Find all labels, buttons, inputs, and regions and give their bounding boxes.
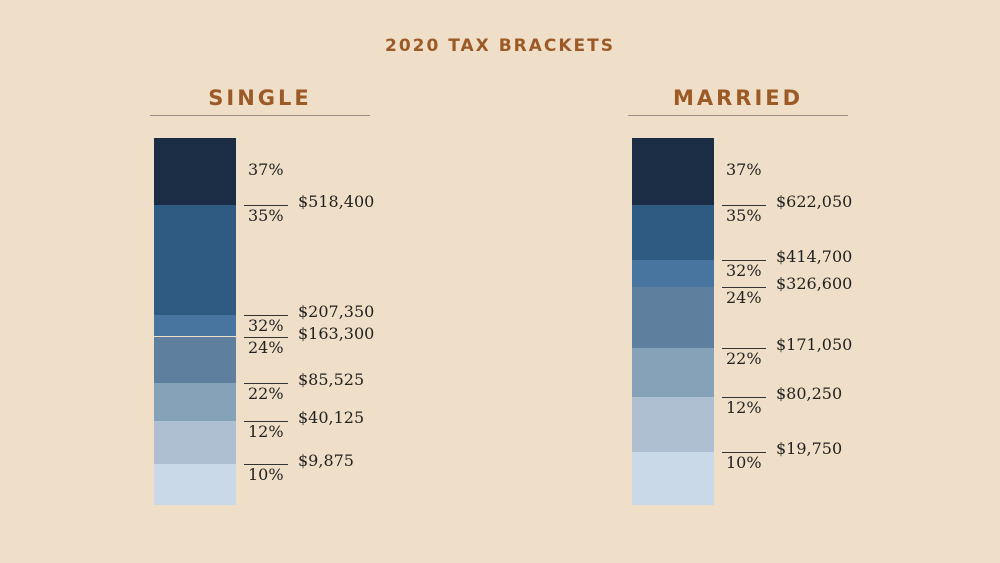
bar-segment [154, 463, 236, 505]
bar-segment [632, 204, 714, 260]
bar-segment [154, 315, 236, 337]
threshold-tick [244, 383, 288, 385]
panel-married: MARRIED 10% $19,750 12% $80,250 22% $171,050 2… [628, 0, 868, 563]
bar-segment [632, 138, 714, 205]
threshold-label: $85,525 [298, 370, 365, 390]
threshold-tick [244, 463, 288, 465]
panel-title-single: SINGLE [208, 86, 312, 110]
threshold-tick [722, 347, 766, 349]
bar-segment [154, 383, 236, 422]
rate-label: 22% [726, 348, 762, 368]
threshold-label: $40,125 [298, 408, 365, 428]
threshold-label: $326,600 [776, 274, 853, 294]
rate-label: 24% [248, 337, 284, 357]
bar-segment [154, 421, 236, 464]
rate-label: 10% [726, 452, 762, 472]
bar-segment [632, 451, 714, 505]
panel-single: SINGLE 10% $9,875 12% $40,125 22% $85,525 24% $… [150, 0, 390, 563]
rate-label: 12% [248, 422, 284, 442]
rate-label: 12% [726, 398, 762, 418]
chart-title: 2020 TAX BRACKETS [385, 36, 615, 56]
threshold-tick [244, 315, 288, 317]
threshold-tick [722, 287, 766, 289]
bar-segment [632, 397, 714, 452]
threshold-label: $207,350 [298, 302, 375, 322]
bar-segment [632, 259, 714, 288]
rate-label: 35% [248, 205, 284, 225]
bar-segment [154, 204, 236, 316]
threshold-label: $9,875 [298, 450, 354, 470]
bar-segment [154, 138, 236, 205]
rate-label: 24% [726, 288, 762, 308]
threshold-label: $171,050 [776, 334, 853, 354]
threshold-tick [722, 397, 766, 399]
threshold-tick [244, 421, 288, 423]
panel-title-rule [150, 115, 370, 116]
panel-title-married: MARRIED [672, 86, 804, 110]
threshold-tick [722, 204, 766, 206]
rate-label: 10% [248, 464, 284, 484]
rate-label: 37% [248, 160, 284, 180]
threshold-tick [244, 204, 288, 206]
threshold-label: $80,250 [776, 384, 843, 404]
rate-label: 22% [248, 384, 284, 404]
rate-label: 32% [726, 260, 762, 280]
rate-label: 37% [726, 160, 762, 180]
threshold-label: $163,300 [298, 323, 375, 343]
threshold-label: $414,700 [776, 246, 853, 266]
threshold-tick [722, 259, 766, 261]
panel-title-rule [628, 115, 848, 116]
bar-segment [632, 347, 714, 398]
rate-label: 32% [248, 316, 284, 336]
threshold-label: $518,400 [298, 191, 375, 211]
threshold-label: $622,050 [776, 191, 853, 211]
bar-segment [632, 287, 714, 348]
threshold-label: $19,750 [776, 438, 843, 458]
rate-label: 35% [726, 205, 762, 225]
threshold-tick [722, 451, 766, 453]
bar-segment [154, 336, 236, 384]
threshold-tick [244, 336, 288, 338]
